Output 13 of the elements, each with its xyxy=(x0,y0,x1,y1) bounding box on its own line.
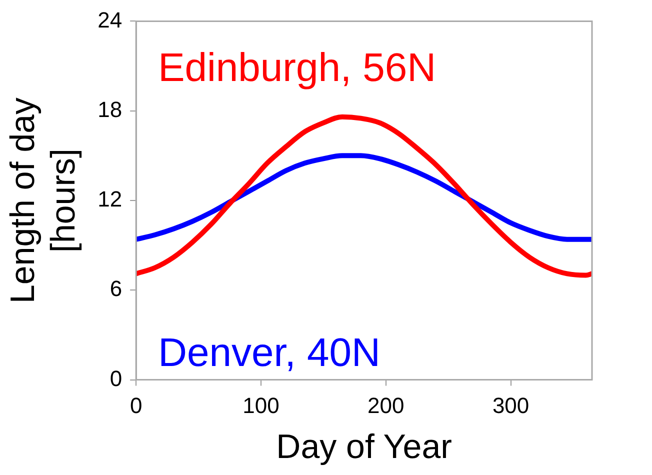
y-tick-label: 24 xyxy=(98,7,122,32)
x-axis-title: Day of Year xyxy=(276,428,452,466)
text: Denver, 40N xyxy=(158,330,380,375)
x-tick-label: 300 xyxy=(492,393,530,418)
x-tick-label: 0 xyxy=(130,393,142,418)
y-tick-label: 6 xyxy=(110,276,122,302)
y-axis-title: Length of day [hours] xyxy=(4,97,83,304)
x-tick-label: 100 xyxy=(242,393,280,418)
series-label: Edinburgh, 56N xyxy=(158,46,436,90)
y-tick-label: 0 xyxy=(110,366,122,391)
y-tick-label: 12 xyxy=(98,186,122,212)
x-tick-label: 200 xyxy=(368,393,404,418)
y-tick-label: 18 xyxy=(98,96,122,122)
